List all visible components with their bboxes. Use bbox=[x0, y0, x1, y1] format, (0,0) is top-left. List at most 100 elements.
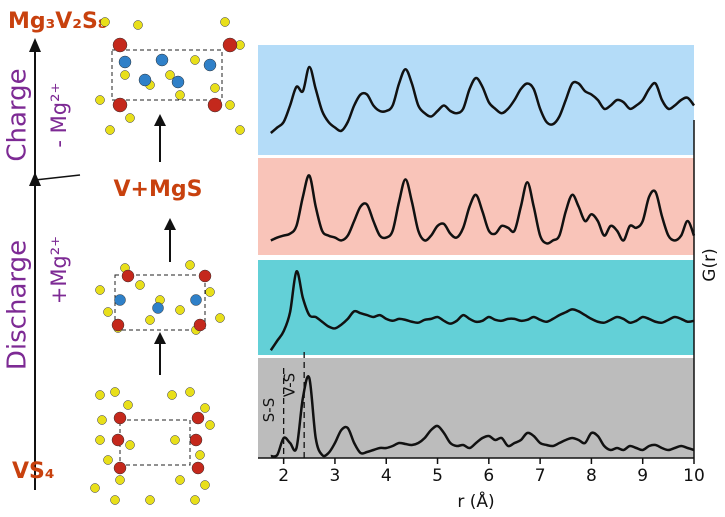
unit-cell bbox=[111, 49, 223, 101]
panel-background bbox=[258, 158, 694, 255]
discharge-label: Discharge bbox=[3, 240, 33, 370]
atom bbox=[200, 480, 210, 490]
step-arrows bbox=[159, 122, 171, 375]
top-state: Mg₃V₂S₈ bbox=[8, 9, 107, 34]
atom bbox=[205, 420, 215, 430]
atom bbox=[185, 387, 195, 397]
atom bbox=[191, 411, 205, 425]
pdf-plot: S-SV-S 2 3 4 5 6 7 8 9 10 r (Å) G(r) bbox=[258, 45, 720, 512]
discharge-ion: +Mg²⁺ bbox=[47, 236, 71, 305]
atom bbox=[123, 400, 133, 410]
atom bbox=[185, 260, 195, 270]
x-tick-label: 4 bbox=[381, 466, 392, 486]
atom bbox=[207, 97, 223, 113]
atom bbox=[118, 55, 132, 69]
atom bbox=[190, 495, 200, 505]
divider bbox=[34, 174, 81, 181]
atom bbox=[215, 313, 225, 323]
atom bbox=[193, 318, 207, 332]
atom bbox=[190, 294, 202, 306]
atom bbox=[195, 450, 205, 460]
atom bbox=[121, 269, 135, 283]
atom bbox=[113, 461, 127, 475]
atom bbox=[235, 125, 245, 135]
atom bbox=[120, 70, 130, 80]
atom bbox=[210, 83, 220, 93]
annotation-label: S-S bbox=[260, 398, 278, 422]
x-tick-label: 5 bbox=[432, 466, 443, 486]
panel-background bbox=[258, 260, 694, 355]
atom bbox=[95, 95, 105, 105]
atom bbox=[103, 455, 113, 465]
y-axis-title: G(r) bbox=[700, 248, 720, 281]
atom bbox=[125, 440, 135, 450]
atom bbox=[198, 269, 212, 283]
atom bbox=[170, 435, 180, 445]
reaction-diagram: Mg₃V₂S₈ V+MgS VS₄ Charge - Mg²⁺ Discharg… bbox=[3, 9, 245, 505]
atom bbox=[190, 55, 200, 65]
atom bbox=[133, 20, 143, 30]
atom bbox=[90, 483, 100, 493]
x-axis-title: r (Å) bbox=[457, 490, 494, 512]
atom bbox=[175, 90, 185, 100]
atom bbox=[205, 287, 215, 297]
atom bbox=[95, 285, 105, 295]
atom bbox=[110, 387, 120, 397]
atom bbox=[225, 100, 235, 110]
x-tick-label: 10 bbox=[683, 466, 705, 486]
atom bbox=[203, 58, 217, 72]
atom bbox=[97, 415, 107, 425]
x-tick-label: 6 bbox=[483, 466, 494, 486]
atom bbox=[145, 315, 155, 325]
arrow-heads bbox=[154, 114, 176, 344]
atom bbox=[111, 433, 125, 447]
atom bbox=[167, 390, 177, 400]
atom bbox=[103, 307, 113, 317]
annotation-label: V-S bbox=[281, 373, 299, 397]
atom bbox=[112, 97, 128, 113]
atom bbox=[138, 73, 152, 87]
atom bbox=[152, 302, 164, 314]
atom bbox=[220, 17, 230, 27]
atom bbox=[191, 461, 205, 475]
atom bbox=[165, 70, 175, 80]
pdf-curve bbox=[270, 65, 695, 134]
arrow-head bbox=[29, 172, 41, 186]
atom bbox=[175, 475, 185, 485]
atom bbox=[200, 403, 210, 413]
atom bbox=[100, 17, 110, 27]
x-tick-label: 2 bbox=[278, 466, 289, 486]
atom bbox=[125, 113, 135, 123]
bottom-state: VS₄ bbox=[12, 459, 55, 484]
atom bbox=[95, 435, 105, 445]
atom bbox=[105, 125, 115, 135]
middle-state: V+MgS bbox=[114, 177, 203, 202]
atom bbox=[135, 280, 145, 290]
x-tick-label: 3 bbox=[330, 466, 341, 486]
panel-background bbox=[258, 358, 694, 458]
atom bbox=[175, 305, 185, 315]
atom bbox=[111, 318, 125, 332]
panel-background bbox=[258, 45, 694, 155]
atom bbox=[95, 390, 105, 400]
pdf-curve bbox=[270, 375, 695, 458]
x-tick-label: 9 bbox=[637, 466, 648, 486]
x-tick-label: 8 bbox=[586, 466, 597, 486]
x-tick-label: 7 bbox=[535, 466, 546, 486]
atom bbox=[171, 75, 185, 89]
atom bbox=[112, 37, 128, 53]
atom bbox=[113, 411, 127, 425]
charge-label: Charge bbox=[3, 68, 33, 161]
atom bbox=[114, 294, 126, 306]
charge-ion: - Mg²⁺ bbox=[47, 82, 71, 147]
atom bbox=[222, 37, 238, 53]
arrow-head bbox=[29, 38, 41, 52]
pdf-curve bbox=[269, 270, 695, 351]
atom bbox=[155, 53, 169, 67]
crystal-structures bbox=[90, 17, 245, 505]
atom bbox=[115, 475, 125, 485]
atom bbox=[110, 495, 120, 505]
pdf-curve bbox=[270, 174, 696, 245]
unit-cell bbox=[119, 419, 191, 466]
